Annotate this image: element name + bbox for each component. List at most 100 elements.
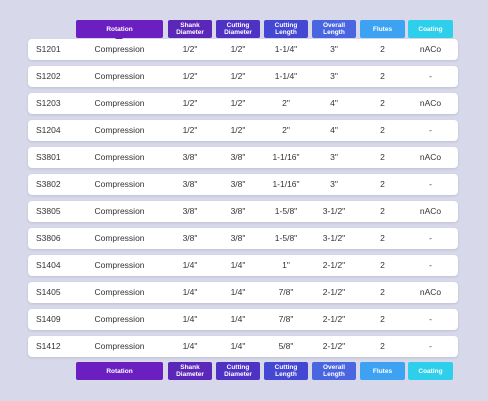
table-cell: 2 xyxy=(380,341,385,351)
table-cell: 3" xyxy=(330,152,338,162)
sku-cell: S1204 xyxy=(36,125,61,135)
table-cell: 2-1/2" xyxy=(322,287,346,297)
table-cell: 3/8" xyxy=(230,179,246,189)
table-cell: Compression xyxy=(94,206,145,216)
sku-cell: S1412 xyxy=(36,341,61,351)
table-cell: Compression xyxy=(94,98,145,108)
table-cell: Compression xyxy=(94,287,145,297)
table-cell: - xyxy=(429,71,432,81)
table-cell: 2-1/2" xyxy=(322,314,346,324)
table-cell: 5/8" xyxy=(278,341,294,351)
table-cell: Compression xyxy=(94,260,145,270)
table-cell: 1/2" xyxy=(182,98,198,108)
table-cell: 7/8" xyxy=(278,314,294,324)
table-cell: 2 xyxy=(380,125,385,135)
column-header: Cutting Length xyxy=(264,362,308,380)
table-row: S1201 Compression 1/2" 1/2" 1-1/4" 3" 2 nACo xyxy=(28,39,458,60)
table-cell: 1/2" xyxy=(230,44,246,54)
table-cell: Compression xyxy=(94,125,145,135)
sku-cell: S1202 xyxy=(36,71,61,81)
table-cell: - xyxy=(429,125,432,135)
column-header: Coating xyxy=(408,362,453,380)
table-row: S3801 Compression 3/8" 3/8" 1-1/16" 3" 2 nACo xyxy=(28,147,458,168)
table-cell: 3" xyxy=(330,179,338,189)
table-cell: 1/4" xyxy=(230,341,246,351)
sku-cell: S3802 xyxy=(36,179,61,189)
table-cell: 1/2" xyxy=(230,125,246,135)
table-cell: 1-1/16" xyxy=(272,152,300,162)
table-cell: nACo xyxy=(419,287,442,297)
table-row: S1204 Compression 1/2" 1/2" 2" 4" 2 - xyxy=(28,120,458,141)
sku-cell: S1201 xyxy=(36,44,61,54)
table-cell: 4" xyxy=(330,98,338,108)
table-cell: 2 xyxy=(380,287,385,297)
table-cell: 2-1/2" xyxy=(322,341,346,351)
column-header: Flutes xyxy=(360,20,405,38)
sku-cell: S1404 xyxy=(36,260,61,270)
table-row: S1404 Compression 1/4" 1/4" 1" 2-1/2" 2 - xyxy=(28,255,458,276)
table-cell: 3-1/2" xyxy=(322,233,346,243)
table-row: S1202 Compression 1/2" 1/2" 1-1/4" 3" 2 - xyxy=(28,66,458,87)
table-cell: 1/4" xyxy=(230,287,246,297)
table-cell: Compression xyxy=(94,152,145,162)
column-header: Rotation xyxy=(76,20,163,38)
column-header: Coating xyxy=(408,20,453,38)
table-cell: 3/8" xyxy=(230,206,246,216)
table-cell: nACo xyxy=(419,44,442,54)
sku-cell: S1203 xyxy=(36,98,61,108)
table-cell: Compression xyxy=(94,179,145,189)
table-cell: 2 xyxy=(380,179,385,189)
table-cell: 2" xyxy=(282,125,290,135)
column-header: Overall Length xyxy=(312,362,356,380)
table-cell: 2 xyxy=(380,71,385,81)
table-cell: 3/8" xyxy=(230,233,246,243)
column-header: Cutting Diameter xyxy=(216,362,260,380)
table-cell: - xyxy=(429,260,432,270)
table-cell: 3/8" xyxy=(182,206,198,216)
table-cell: 3/8" xyxy=(182,233,198,243)
table-row: S3802 Compression 3/8" 3/8" 1-1/16" 3" 2 - xyxy=(28,174,458,195)
column-header: Overall Length xyxy=(312,20,356,38)
table-row: S1409 Compression 1/4" 1/4" 7/8" 2-1/2" 2 - xyxy=(28,309,458,330)
table-cell: 3/8" xyxy=(182,179,198,189)
table-cell: 2 xyxy=(380,233,385,243)
table-cell: 2" xyxy=(282,98,290,108)
column-header: Cutting Diameter xyxy=(216,20,260,38)
table-row: S1203 Compression 1/2" 1/2" 2" 4" 2 nACo xyxy=(28,93,458,114)
column-header: Shank Diameter xyxy=(168,20,212,38)
table-row: S1405 Compression 1/4" 1/4" 7/8" 2-1/2" 2 nACo xyxy=(28,282,458,303)
table-cell: 1/2" xyxy=(182,125,198,135)
table-row: S1412 Compression 1/4" 1/4" 5/8" 2-1/2" 2 - xyxy=(28,336,458,357)
table-cell: 3" xyxy=(330,71,338,81)
table-cell: Compression xyxy=(94,233,145,243)
table-cell: 1-5/8" xyxy=(274,206,298,216)
table-cell: 1/4" xyxy=(182,341,198,351)
table-cell: 3-1/2" xyxy=(322,206,346,216)
table-cell: nACo xyxy=(419,152,442,162)
column-header: Rotation xyxy=(76,362,163,380)
table-row: S3806 Compression 3/8" 3/8" 1-5/8" 3-1/2" 2 - xyxy=(28,228,458,249)
table-cell: Compression xyxy=(94,71,145,81)
table-cell: 3/8" xyxy=(230,152,246,162)
sku-cell: S3805 xyxy=(36,206,61,216)
table-cell: 1" xyxy=(282,260,290,270)
table-cell: 3" xyxy=(330,44,338,54)
table-cell: 1-1/16" xyxy=(272,179,300,189)
table-cell: Compression xyxy=(94,44,145,54)
table-cell: 1/4" xyxy=(230,260,246,270)
table-cell: 1/4" xyxy=(182,287,198,297)
column-header: Flutes xyxy=(360,362,405,380)
table-cell: 1/2" xyxy=(230,71,246,81)
table-cell: 2 xyxy=(380,314,385,324)
table-cell: nACo xyxy=(419,206,442,216)
table-cell: 2 xyxy=(380,44,385,54)
table-cell: 2 xyxy=(380,98,385,108)
table-cell: 2 xyxy=(380,152,385,162)
table-cell: - xyxy=(429,179,432,189)
table-cell: nACo xyxy=(419,98,442,108)
table-cell: 1/4" xyxy=(182,314,198,324)
table-cell: 1-5/8" xyxy=(274,233,298,243)
column-header: Cutting Length xyxy=(264,20,308,38)
table-cell: 2 xyxy=(380,260,385,270)
